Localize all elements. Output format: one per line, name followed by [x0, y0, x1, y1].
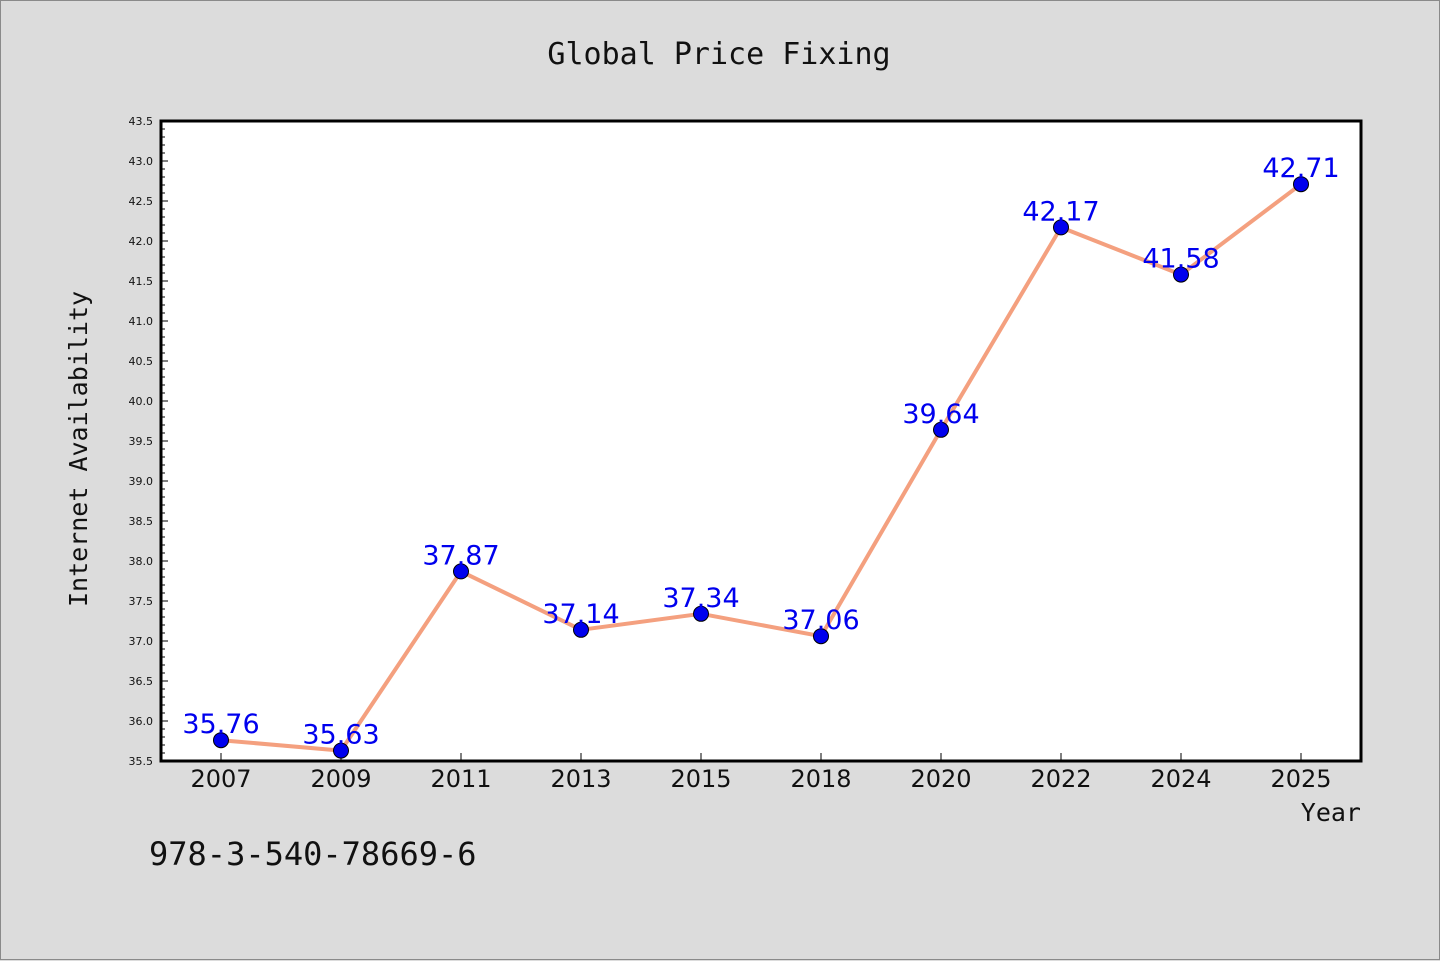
x-tick-label: 2018 [790, 765, 851, 793]
data-label: 41.58 [1142, 244, 1219, 275]
data-label: 35.63 [302, 720, 379, 751]
data-point [1053, 219, 1069, 236]
data-point [453, 563, 469, 580]
chart-title: Global Price Fixing [547, 37, 890, 72]
x-tick-label: 2025 [1270, 765, 1331, 793]
data-point [1173, 266, 1189, 283]
y-tick-label: 40.5 [129, 355, 154, 368]
plot-area [159, 119, 1363, 763]
data-point [1293, 176, 1309, 193]
data-point [813, 628, 829, 645]
x-tick-label: 2011 [430, 765, 491, 793]
y-tick-label: 37.0 [129, 635, 154, 648]
y-tick-label: 37.5 [129, 595, 154, 608]
x-tick-label: 2020 [910, 765, 971, 793]
data-label: 37.34 [662, 583, 739, 614]
data-label: 42.17 [1022, 196, 1099, 227]
y-tick-label: 35.5 [129, 755, 154, 768]
y-tick-label: 38.5 [129, 515, 154, 528]
x-axis-title: Year [1301, 798, 1361, 827]
y-axis-title: Internet Availability [64, 291, 93, 607]
x-axis: 2007 2009 2011 2013 2015 2018 2020 2022 2024 2025 [190, 753, 1332, 793]
data-label: 35.76 [182, 709, 259, 740]
y-tick-label: 40.0 [129, 395, 154, 408]
y-tick-label: 39.5 [129, 435, 154, 448]
data-label: 37.06 [782, 605, 859, 636]
y-tick-label: 41.5 [129, 275, 154, 288]
y-tick-label: 43.0 [129, 155, 154, 168]
data-point [933, 421, 949, 438]
x-tick-label: 2015 [670, 765, 731, 793]
x-tick-label: 2009 [310, 765, 371, 793]
series-group: 35.76 35.63 37.87 37.14 37.34 37.06 39.64 42.17… [182, 153, 1340, 759]
data-point [333, 742, 349, 759]
x-tick-label: 2022 [1030, 765, 1091, 793]
x-tick-label: 2024 [1150, 765, 1211, 793]
series-line [220, 182, 1303, 753]
y-tick-label: 43.5 [129, 115, 154, 128]
data-label: 39.64 [902, 399, 979, 430]
y-tick-label: 41.0 [129, 315, 154, 328]
y-tick-label: 38.0 [129, 555, 154, 568]
data-label: 37.87 [422, 540, 499, 571]
data-label: 42.71 [1262, 153, 1339, 184]
data-point [573, 621, 589, 638]
y-tick-label: 36.0 [129, 715, 154, 728]
data-point [693, 605, 709, 622]
x-tick-label: 2007 [190, 765, 251, 793]
isbn-annotation: 978-3-540-78669-6 [149, 835, 477, 873]
y-tick-label: 42.5 [129, 195, 154, 208]
y-tick-label: 42.0 [129, 235, 154, 248]
data-point [213, 732, 229, 749]
y-tick-label: 36.5 [129, 675, 154, 688]
data-label: 37.14 [542, 599, 619, 630]
x-tick-label: 2013 [550, 765, 611, 793]
y-tick-label: 39.0 [129, 475, 154, 488]
y-axis: 35.5 36.0 36.5 37.0 37.5 38.0 38.5 39.0 39.5 40.0… [129, 115, 168, 768]
